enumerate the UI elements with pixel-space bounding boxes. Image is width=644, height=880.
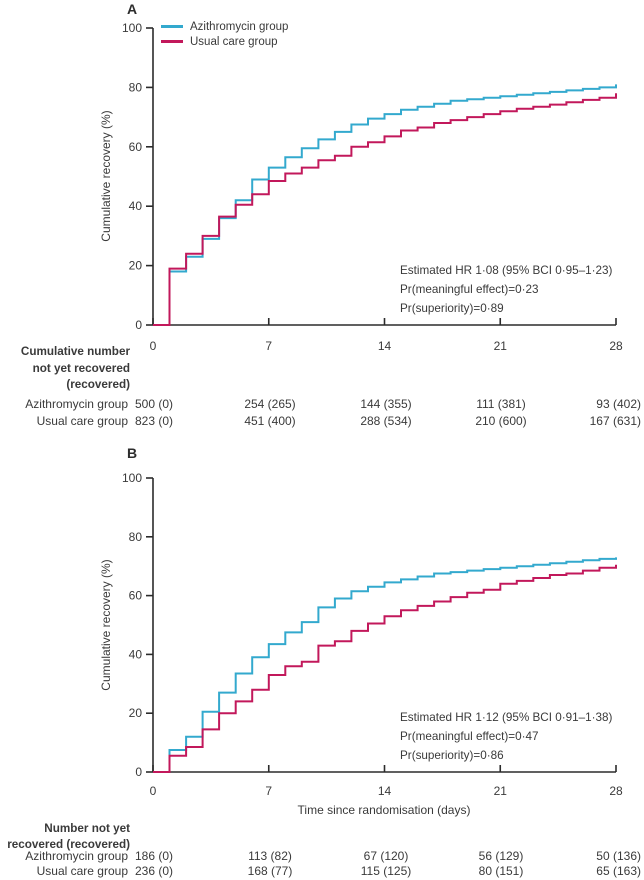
table-b-header: Number not yet recovered (recovered) (7, 822, 130, 851)
svg-text:60: 60 (129, 140, 143, 154)
svg-text:14: 14 (378, 339, 392, 353)
svg-text:20: 20 (129, 706, 143, 720)
table-b-row-azithromycin: Azithromycin group 186 (0) 113 (82) 67 (… (0, 849, 644, 864)
annotation-b-line2: Pr(meaningful effect)=0·47 (400, 730, 539, 743)
svg-text:0: 0 (135, 765, 142, 779)
svg-text:100: 100 (122, 21, 142, 35)
table-cell: 500 (0) (135, 397, 174, 411)
svg-text:0: 0 (135, 318, 142, 332)
svg-text:0: 0 (150, 339, 157, 353)
y-axis-label-b: Cumulative recovery (%) (99, 559, 113, 691)
table-cell: 67 (120) (363, 849, 409, 863)
table-a-row-usual-care: Usual care group 823 (0) 451 (400) 288 (… (0, 414, 644, 429)
table-cell: 167 (631) (589, 414, 641, 428)
annotation-a-line1: Estimated HR 1·08 (95% BCI 0·95–1·23) (400, 264, 613, 277)
svg-text:40: 40 (129, 647, 143, 661)
svg-text:80: 80 (129, 80, 143, 94)
annotation-b: Estimated HR 1·12 (95% BCI 0·91–1·38) Pr… (400, 708, 612, 765)
svg-text:7: 7 (265, 784, 272, 798)
table-cell: 288 (534) (360, 414, 412, 428)
table-cell: 115 (125) (360, 864, 412, 878)
table-cell: 56 (129) (478, 849, 524, 863)
table-a-row-azithromycin: Azithromycin group 500 (0) 254 (265) 144… (0, 397, 644, 412)
panel-b-label: B (127, 445, 138, 461)
annotation-a-line3: Pr(superiority)=0·89 (400, 302, 504, 315)
row-label: Usual care group (36, 864, 128, 878)
svg-text:60: 60 (129, 589, 143, 603)
table-cell: 210 (600) (475, 414, 527, 428)
table-cell: 113 (82) (248, 849, 292, 863)
annotation-b-line3: Pr(superiority)=0·86 (400, 749, 504, 762)
svg-text:20: 20 (129, 259, 143, 273)
table-cell: 111 (381) (476, 397, 526, 411)
svg-text:21: 21 (494, 784, 508, 798)
legend-item-usual-care: Usual care group (161, 34, 288, 49)
annotation-a: Estimated HR 1·08 (95% BCI 0·95–1·23) Pr… (400, 261, 612, 318)
svg-text:28: 28 (609, 339, 623, 353)
table-a-header: Cumulative number not yet recovered (rec… (20, 345, 130, 391)
row-label: Azithromycin group (25, 397, 128, 411)
svg-text:14: 14 (378, 784, 392, 798)
table-cell: 93 (402) (596, 397, 641, 411)
azithromycin-line-swatch (161, 25, 183, 28)
table-cell: 451 (400) (244, 414, 296, 428)
table-cell: 144 (355) (360, 397, 412, 411)
usual-care-line-swatch (161, 40, 183, 43)
table-cell: 168 (77) (247, 864, 293, 878)
panel-a-label: A (127, 1, 138, 17)
table-cell: 254 (265) (244, 397, 296, 411)
x-axis-title: Time since randomisation (days) (297, 803, 471, 817)
row-label: Usual care group (36, 414, 128, 428)
annotation-a-line2: Pr(meaningful effect)=0·23 (400, 283, 539, 296)
svg-text:7: 7 (265, 339, 272, 353)
legend: Azithromycin group Usual care group (161, 19, 288, 49)
table-cell: 186 (0) (135, 849, 174, 863)
table-cell: 65 (163) (596, 864, 641, 878)
legend-item-azithromycin: Azithromycin group (161, 19, 288, 34)
row-label: Azithromycin group (25, 849, 128, 863)
table-cell: 50 (136) (596, 849, 641, 863)
legend-label: Usual care group (190, 35, 278, 48)
svg-text:80: 80 (129, 530, 143, 544)
y-axis-label-a: Cumulative recovery (%) (99, 110, 113, 242)
svg-text:100: 100 (122, 471, 142, 485)
svg-text:21: 21 (494, 339, 508, 353)
table-b-row-usual-care: Usual care group 236 (0) 168 (77) 115 (1… (0, 864, 644, 879)
annotation-b-line1: Estimated HR 1·12 (95% BCI 0·91–1·38) (400, 711, 613, 724)
svg-text:0: 0 (150, 784, 157, 798)
svg-text:28: 28 (609, 784, 623, 798)
legend-label: Azithromycin group (190, 20, 289, 33)
table-cell: 80 (151) (478, 864, 524, 878)
table-cell: 236 (0) (135, 864, 174, 878)
svg-text:40: 40 (129, 199, 143, 213)
table-cell: 823 (0) (135, 414, 174, 428)
